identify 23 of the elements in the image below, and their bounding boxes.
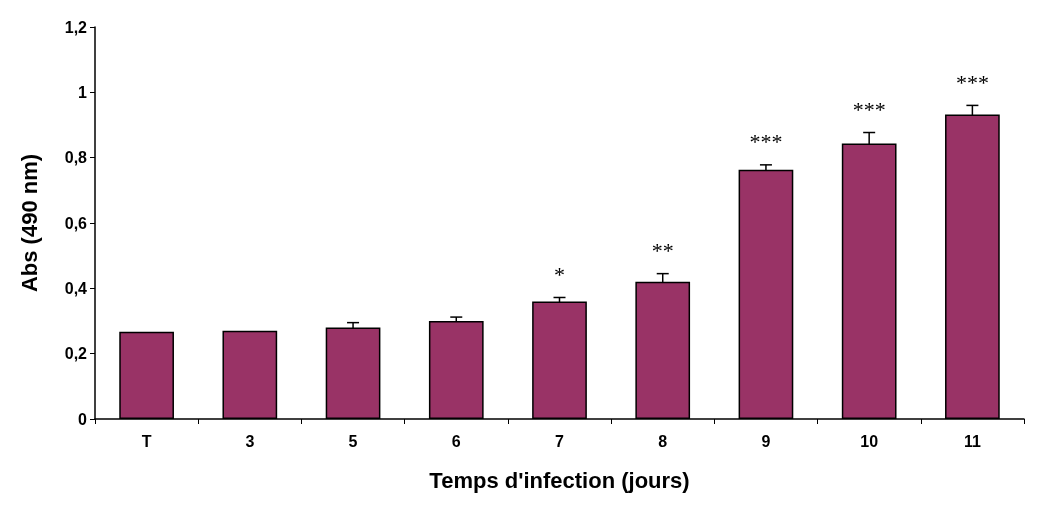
y-axis-title: Abs (490 nm) <box>16 153 42 293</box>
y-tick-label: 0,2 <box>64 345 88 363</box>
annotation: ** <box>651 238 674 264</box>
x-tick-label: 3 <box>245 432 255 450</box>
annotation: *** <box>749 129 783 155</box>
x-tick-label: T <box>141 432 152 450</box>
x-tick-label: 10 <box>860 432 879 450</box>
annotation: *** <box>852 97 886 123</box>
y-tick-label: 1,2 <box>64 18 88 36</box>
y-tick-label: 0 <box>78 410 88 428</box>
x-tick-label: 5 <box>348 432 358 450</box>
y-tick-label: 0,4 <box>64 279 88 297</box>
x-tick-label: 11 <box>963 432 981 450</box>
y-tick-label: 0,6 <box>64 214 88 232</box>
y-tick-label: 1 <box>78 83 88 101</box>
x-tick-label: 6 <box>451 432 461 450</box>
x-tick-label: 8 <box>658 432 668 450</box>
annotation: *** <box>955 69 989 95</box>
y-tick-label: 0,8 <box>64 149 88 167</box>
x-tick-label: 7 <box>555 432 565 450</box>
annotation: * <box>554 261 565 287</box>
x-axis-title: Temps d'infection (jours) <box>429 467 690 493</box>
x-tick-label: 9 <box>761 432 771 450</box>
